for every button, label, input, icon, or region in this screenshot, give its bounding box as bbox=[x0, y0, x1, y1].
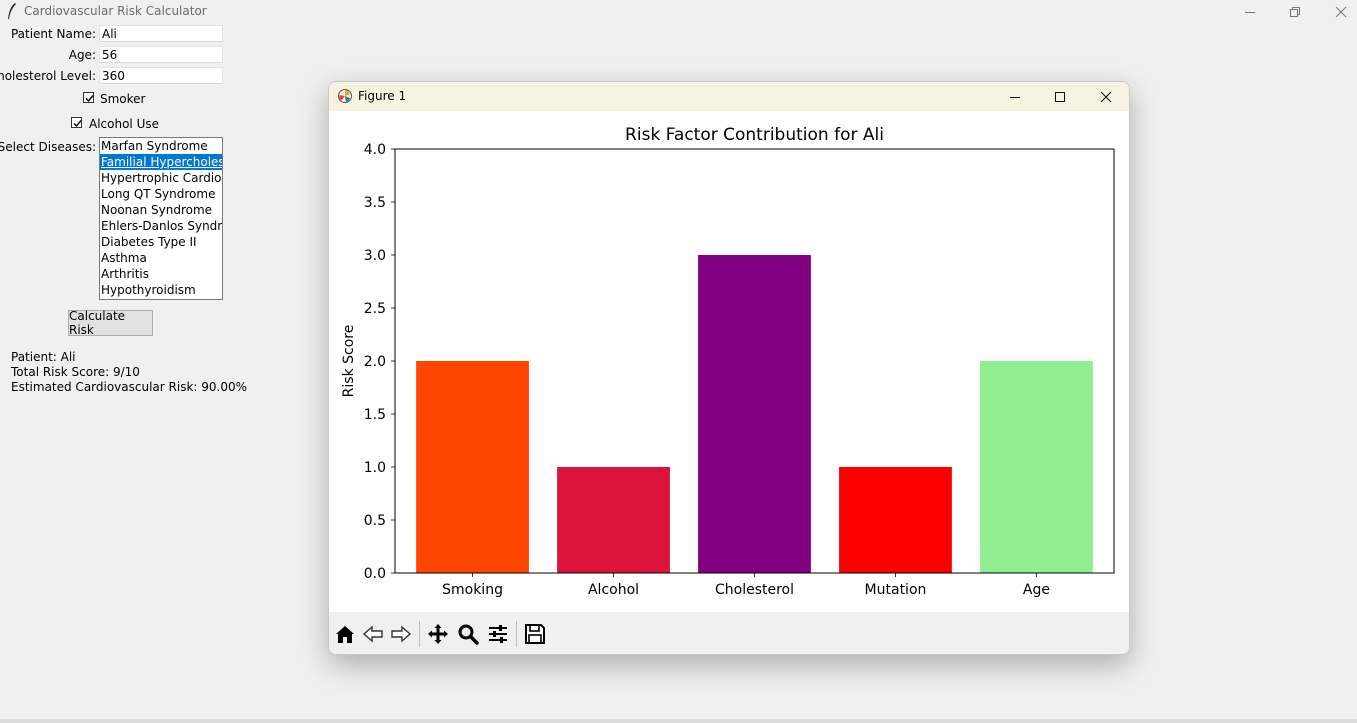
toolbar-separator bbox=[516, 621, 517, 647]
axes-frame bbox=[394, 148, 1115, 574]
cholesterol-label: Cholesterol Level: bbox=[0, 69, 96, 83]
close-icon bbox=[1100, 91, 1112, 102]
listbox-item[interactable]: Hypothyroidism bbox=[101, 283, 196, 297]
figure-title-bar: Figure 1 bbox=[329, 82, 1129, 111]
chart-title: Risk Factor Contribution for Ali bbox=[625, 125, 884, 145]
window-title: Cardiovascular Risk Calculator bbox=[24, 4, 207, 18]
listbox-item[interactable]: Arthritis bbox=[101, 267, 150, 281]
home-icon bbox=[336, 626, 354, 643]
y-tick-label: 0.5 bbox=[364, 513, 386, 529]
restore-icon bbox=[1290, 6, 1300, 17]
result-estimated-risk: Estimated Cardiovascular Risk: 90.00% bbox=[11, 380, 248, 394]
y-axis-label: Risk Score bbox=[341, 325, 357, 398]
forward-button[interactable] bbox=[389, 622, 413, 646]
configure-icon bbox=[489, 625, 507, 643]
age-label: Age: bbox=[68, 48, 96, 62]
pan-icon bbox=[428, 624, 448, 644]
listbox-item[interactable]: Familial Hypercholesterolemia bbox=[100, 154, 222, 170]
back-icon bbox=[362, 625, 383, 643]
cholesterol-input[interactable] bbox=[99, 67, 223, 84]
close-icon bbox=[1335, 6, 1347, 17]
x-tick-label: Smoking bbox=[442, 582, 503, 598]
figure-toolbar bbox=[329, 612, 1129, 654]
patient-name-label: Patient Name: bbox=[10, 27, 96, 41]
y-tick-label: 2.0 bbox=[364, 354, 386, 370]
result-patient: Patient: Ali bbox=[11, 350, 76, 364]
x-tick-label: Age bbox=[1023, 582, 1050, 598]
toolbar-separator bbox=[419, 621, 420, 647]
zoom-button[interactable] bbox=[456, 622, 480, 646]
bar-age bbox=[980, 361, 1093, 573]
listbox-item[interactable]: Diabetes Type II bbox=[101, 235, 197, 249]
y-tick-label: 1.5 bbox=[364, 407, 386, 423]
y-tick-label: 0.0 bbox=[364, 566, 386, 582]
result-total-score: Total Risk Score: 9/10 bbox=[11, 365, 140, 379]
taskbar-edge bbox=[0, 719, 1357, 723]
patient-name-input[interactable] bbox=[99, 25, 223, 42]
listbox-item[interactable]: Marfan Syndrome bbox=[101, 139, 208, 153]
configure-button[interactable] bbox=[486, 622, 510, 646]
bar-cholesterol bbox=[698, 255, 811, 573]
y-tick-label: 4.0 bbox=[364, 142, 386, 158]
listbox-item[interactable]: Ehlers-Danlos Syndrome bbox=[101, 219, 222, 233]
zoom-icon bbox=[458, 624, 479, 645]
plot-area: Risk Factor Contribution for Ali Smoking A… bbox=[329, 111, 1129, 612]
diseases-label: Select Diseases: bbox=[0, 140, 96, 154]
forward-icon bbox=[391, 625, 412, 643]
bar-smoking bbox=[416, 361, 529, 573]
smoker-label[interactable]: Smoker bbox=[100, 92, 146, 106]
figure-window: Figure 1 Risk Factor Contribution for Al… bbox=[328, 81, 1130, 655]
figure-title: Figure 1 bbox=[358, 89, 407, 103]
feather-icon bbox=[8, 3, 16, 19]
figure-minimize-button[interactable] bbox=[992, 82, 1038, 111]
y-tick-label: 3.5 bbox=[364, 195, 386, 211]
x-tick-label: Alcohol bbox=[588, 582, 639, 598]
calculate-risk-button[interactable]: Calculate Risk bbox=[68, 309, 153, 337]
minimize-icon bbox=[1245, 11, 1255, 13]
alcohol-label[interactable]: Alcohol Use bbox=[89, 117, 159, 131]
checkmark-icon bbox=[73, 120, 82, 128]
listbox-item[interactable]: Long QT Syndrome bbox=[101, 187, 216, 201]
smoker-checkbox[interactable] bbox=[83, 92, 94, 103]
matplotlib-icon bbox=[338, 89, 352, 103]
figure-maximize-button[interactable] bbox=[1037, 82, 1083, 111]
listbox-item[interactable]: Hypertrophic Cardiomyopathy bbox=[101, 171, 222, 185]
home-button[interactable] bbox=[333, 622, 357, 646]
close-button[interactable] bbox=[1318, 0, 1357, 23]
back-button[interactable] bbox=[361, 622, 385, 646]
maximize-icon bbox=[1055, 91, 1065, 102]
x-tick-label: Cholesterol bbox=[715, 582, 794, 598]
pan-button[interactable] bbox=[426, 622, 450, 646]
minimize-icon bbox=[1010, 96, 1020, 98]
listbox-item[interactable]: Noonan Syndrome bbox=[101, 203, 213, 217]
y-tick-label: 2.5 bbox=[364, 301, 386, 317]
title-bar: Cardiovascular Risk Calculator bbox=[0, 0, 1357, 23]
listbox-item[interactable]: Asthma bbox=[101, 251, 147, 265]
x-tick-label: Mutation bbox=[865, 582, 927, 598]
restore-button[interactable] bbox=[1272, 0, 1318, 23]
bar-chart: Risk Factor Contribution for Ali Smoking A… bbox=[341, 125, 1115, 598]
y-tick-label: 1.0 bbox=[364, 460, 386, 476]
alcohol-checkbox[interactable] bbox=[71, 117, 82, 128]
age-input[interactable] bbox=[99, 46, 223, 63]
save-button[interactable] bbox=[523, 622, 547, 646]
figure-close-button[interactable] bbox=[1083, 82, 1129, 111]
save-icon bbox=[525, 624, 545, 644]
y-tick-label: 3.0 bbox=[364, 248, 386, 264]
bar-alcohol bbox=[557, 467, 670, 573]
checkmark-icon bbox=[85, 95, 94, 103]
bar-mutation bbox=[839, 467, 952, 573]
minimize-button[interactable] bbox=[1227, 0, 1273, 23]
